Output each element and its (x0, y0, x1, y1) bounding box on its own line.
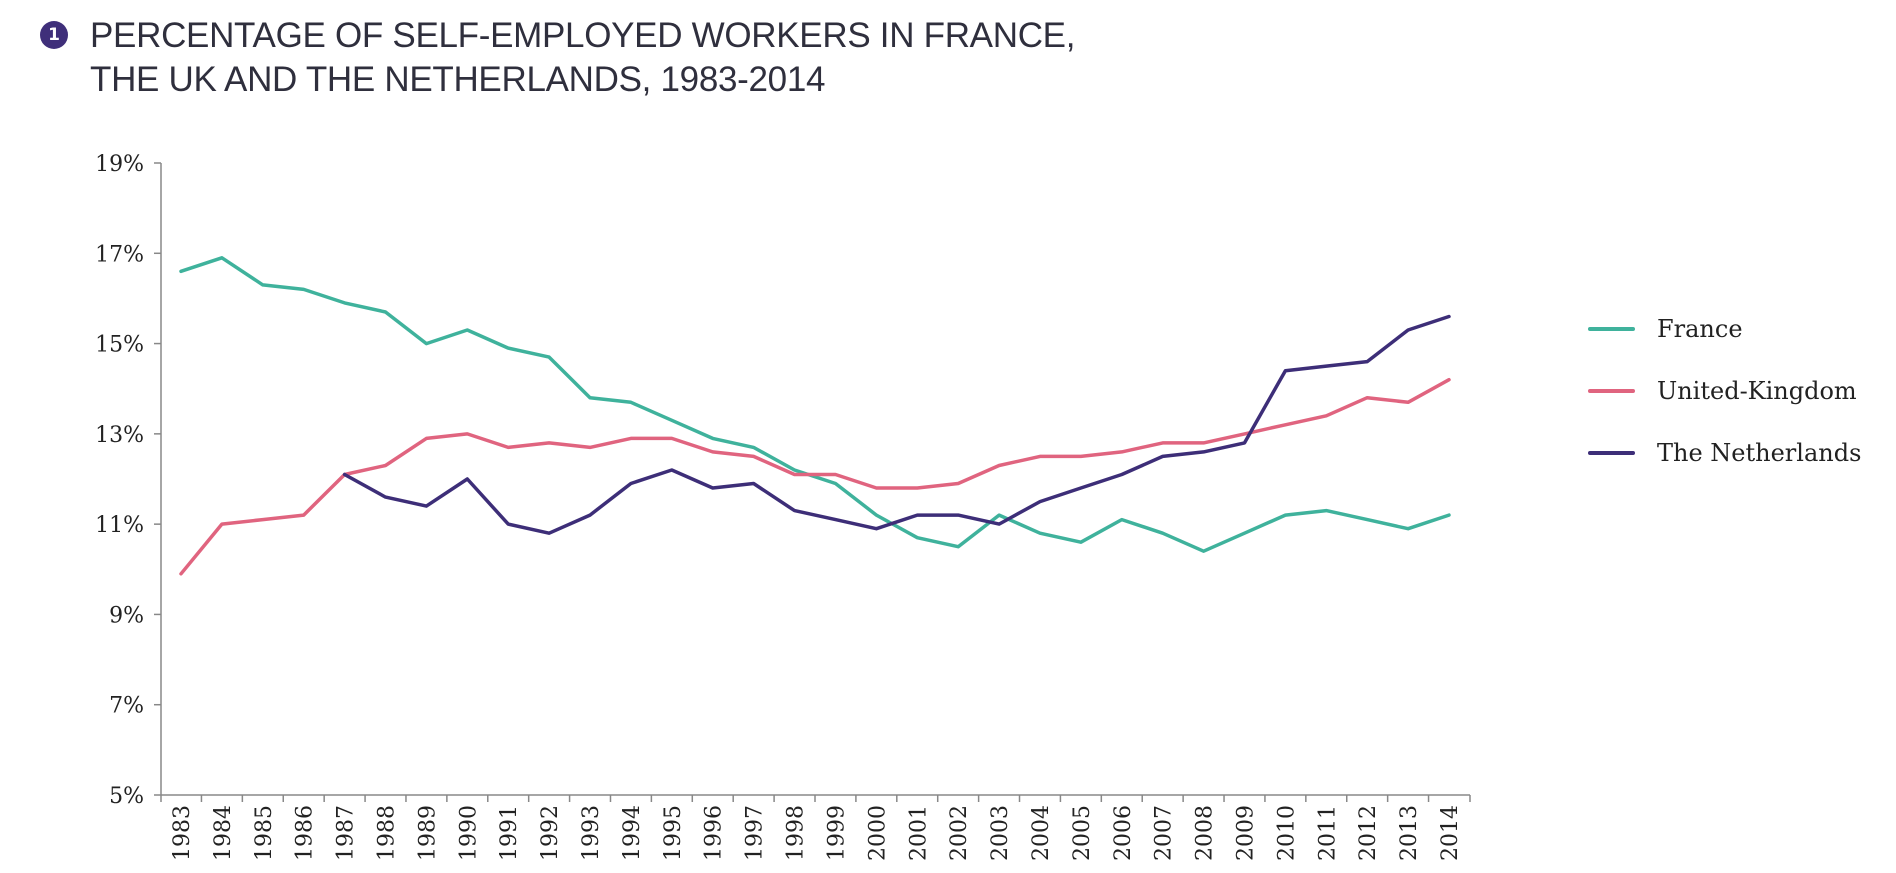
x-tick-label: 2001 (906, 805, 931, 861)
x-tick-label: 2009 (1233, 805, 1258, 861)
y-tick-label: 15% (95, 333, 144, 358)
x-tick-label: 1986 (293, 805, 318, 861)
series-line-1 (179, 377, 1451, 576)
x-tick-label: 1991 (497, 805, 522, 861)
y-tick-label: 7% (109, 694, 144, 719)
x-tick-label: 2013 (1397, 805, 1422, 861)
y-tick-label: 9% (109, 603, 144, 628)
x-tick-label: 1985 (252, 805, 277, 861)
y-tick-label: 17% (95, 242, 144, 267)
y-tick-label: 13% (95, 423, 144, 448)
chart-axes: 5% 7% 9% 11% 13% 15% 17% 19% 1983 1984 1985 1986 198… (95, 152, 1471, 861)
x-tick-label: 2011 (1315, 805, 1340, 861)
legend-label: United-Kingdom (1657, 377, 1857, 405)
x-tick-label: 1989 (415, 805, 440, 861)
x-tick-label: 1995 (661, 805, 686, 861)
x-tick-label: 1987 (334, 805, 359, 861)
x-tick-label: 2008 (1193, 805, 1218, 861)
chart-title-block: 1 PERCENTAGE OF SELF-EMPLOYED WORKERS IN… (40, 14, 1075, 102)
series-line-0 (179, 256, 1451, 553)
x-tick-label: 2002 (947, 805, 972, 861)
x-tick-label: 2012 (1356, 805, 1381, 861)
x-tick-label: 2010 (1274, 805, 1299, 861)
x-tick-label: 2000 (865, 805, 890, 861)
x-tick-label: 1992 (538, 805, 563, 861)
series-line-2 (342, 314, 1451, 535)
y-tick-label: 5% (109, 784, 144, 809)
x-tick-label: 1993 (579, 805, 604, 861)
x-tick-label: 1983 (170, 805, 195, 861)
x-tick-label: 2003 (988, 805, 1013, 861)
x-tick-label: 1999 (824, 805, 849, 861)
chart-title: PERCENTAGE OF SELF-EMPLOYED WORKERS IN F… (90, 14, 1075, 102)
x-tick-label: 2014 (1438, 805, 1463, 861)
chart-series-lines (179, 256, 1451, 576)
x-tick-label: 1998 (784, 805, 809, 861)
y-tick-label: 11% (95, 513, 144, 538)
x-tick-label: 2007 (1152, 805, 1177, 861)
x-tick-label: 1996 (702, 805, 727, 861)
figure-number-badge: 1 (40, 21, 68, 49)
x-tick-label: 2004 (1029, 805, 1054, 861)
x-tick-label: 1990 (456, 805, 481, 861)
chart-legend: France United-Kingdom The Netherlands (1588, 315, 1861, 467)
legend-label: France (1657, 315, 1743, 343)
chart-title-line-2: THE UK AND THE NETHERLANDS, 1983-2014 (90, 60, 826, 99)
x-tick-label: 1997 (743, 805, 768, 861)
x-tick-label: 1988 (375, 805, 400, 861)
x-tick-label: 2005 (1070, 805, 1095, 861)
y-tick-label: 19% (95, 152, 144, 177)
x-tick-label: 2006 (1111, 805, 1136, 861)
legend-label: The Netherlands (1657, 439, 1861, 467)
chart-title-line-1: PERCENTAGE OF SELF-EMPLOYED WORKERS IN F… (90, 16, 1076, 55)
x-tick-label: 1984 (211, 805, 236, 861)
x-tick-label: 1994 (620, 805, 645, 861)
